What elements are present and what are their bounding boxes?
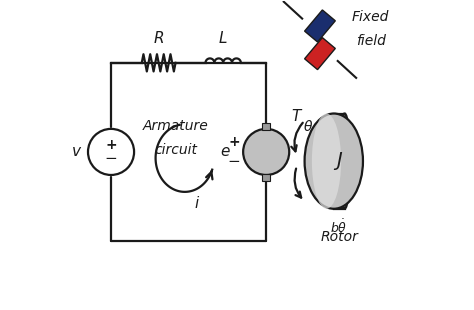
Circle shape [88,129,134,175]
Text: $b\dot{\theta}$: $b\dot{\theta}$ [330,218,348,236]
Polygon shape [305,10,335,42]
Circle shape [243,129,289,175]
Text: −: − [105,151,118,166]
Text: −: − [228,154,240,169]
Text: Fixed: Fixed [352,11,389,24]
Ellipse shape [305,113,363,209]
Text: $T$: $T$ [291,108,303,124]
Ellipse shape [339,113,350,209]
Text: $v$: $v$ [71,144,82,159]
Text: $L$: $L$ [219,30,228,46]
Text: +: + [105,138,117,152]
Text: $J$: $J$ [333,150,343,172]
Ellipse shape [312,113,341,209]
FancyBboxPatch shape [262,174,271,181]
Text: field: field [356,34,385,48]
Text: Rotor: Rotor [320,230,358,244]
FancyBboxPatch shape [262,123,271,130]
Text: circuit: circuit [154,143,197,157]
Polygon shape [305,38,335,70]
Text: $\theta$: $\theta$ [303,119,313,134]
Text: Armature: Armature [143,119,209,134]
Text: +: + [228,135,240,149]
Text: $e$: $e$ [220,144,231,159]
Text: $i$: $i$ [194,195,200,211]
Text: $R$: $R$ [153,30,164,46]
